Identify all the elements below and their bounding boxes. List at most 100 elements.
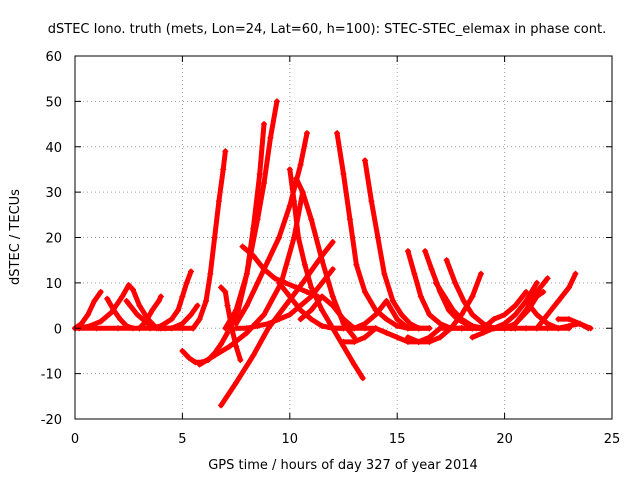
data-point (187, 268, 194, 275)
data-point (179, 325, 186, 332)
data-point (233, 325, 240, 332)
data-point (441, 293, 448, 300)
data-point (389, 298, 396, 305)
series-track (190, 148, 228, 331)
data-point (308, 316, 315, 323)
data-point (265, 320, 272, 327)
data-point (179, 293, 186, 300)
data-point (149, 307, 156, 314)
data-point (239, 243, 246, 250)
data-point (235, 307, 242, 314)
data-point (480, 325, 487, 332)
series-track (233, 266, 336, 331)
data-point (501, 325, 508, 332)
data-point (544, 311, 551, 318)
data-point (361, 334, 368, 341)
data-point (428, 266, 435, 273)
data-point (179, 347, 186, 354)
x-tick-label: 20 (496, 432, 513, 447)
series-39 (555, 316, 592, 332)
data-point (218, 341, 225, 348)
data-point (175, 307, 182, 314)
data-point (411, 270, 418, 277)
data-point (426, 338, 433, 345)
data-point (361, 157, 368, 164)
data-point (417, 293, 424, 300)
data-point (329, 302, 336, 309)
y-tick-label: -20 (41, 413, 62, 428)
data-point (93, 325, 100, 332)
grid (75, 56, 612, 419)
series-track (287, 166, 366, 381)
y-tick-label: -10 (41, 368, 62, 383)
data-point (297, 316, 304, 323)
data-point (374, 234, 381, 241)
data-point (533, 279, 540, 286)
data-point (329, 239, 336, 246)
series-34 (480, 288, 530, 332)
data-point (308, 307, 315, 314)
data-point (276, 234, 283, 241)
data-point (437, 334, 444, 341)
data-point (185, 354, 192, 361)
data-point (585, 325, 592, 332)
data-point (334, 130, 341, 137)
data-point (299, 279, 306, 286)
data-point (196, 316, 203, 323)
data-point (329, 293, 336, 300)
data-point (282, 279, 289, 286)
data-point (469, 334, 476, 341)
data-point (261, 266, 268, 273)
data-point (192, 359, 199, 366)
data-point (490, 325, 497, 332)
series-track (330, 298, 432, 331)
data-point (207, 270, 214, 277)
data-point (407, 320, 414, 327)
data-point (125, 282, 132, 289)
data-point (566, 284, 573, 291)
data-point (359, 375, 366, 382)
data-point (303, 288, 310, 295)
data-point (157, 293, 164, 300)
data-point (477, 270, 484, 277)
data-point (415, 325, 422, 332)
data-point (450, 307, 457, 314)
data-point (215, 198, 222, 205)
series-16 (233, 266, 336, 332)
data-point (104, 295, 111, 302)
data-point (286, 202, 293, 209)
data-point (303, 130, 310, 137)
data-point (295, 234, 302, 241)
data-point (458, 325, 465, 332)
series-track (227, 121, 267, 331)
chart-title: dSTEC Iono. truth (mets, Lon=24, Lat=60,… (48, 22, 606, 37)
data-point (516, 316, 523, 323)
data-point (501, 311, 508, 318)
data-point (194, 302, 201, 309)
data-point (533, 325, 540, 332)
data-point (293, 175, 300, 182)
series-14 (233, 130, 310, 327)
data-point (394, 316, 401, 323)
data-point (351, 361, 358, 368)
data-point (555, 325, 562, 332)
data-point (340, 338, 347, 345)
y-tick-label: 10 (45, 277, 62, 292)
data-point (460, 298, 467, 305)
y-tick-label: 40 (45, 141, 62, 156)
data-point (250, 225, 257, 232)
data-point (286, 311, 293, 318)
data-point (261, 180, 268, 187)
data-point (383, 329, 390, 336)
data-point (447, 325, 454, 332)
y-tick-label: 20 (45, 232, 62, 247)
data-point (301, 261, 308, 268)
data-point (237, 357, 244, 364)
data-point (265, 257, 272, 264)
data-point (319, 322, 326, 329)
data-point (426, 311, 433, 318)
data-point (308, 216, 315, 223)
data-point (566, 316, 573, 323)
data-point (404, 248, 411, 255)
